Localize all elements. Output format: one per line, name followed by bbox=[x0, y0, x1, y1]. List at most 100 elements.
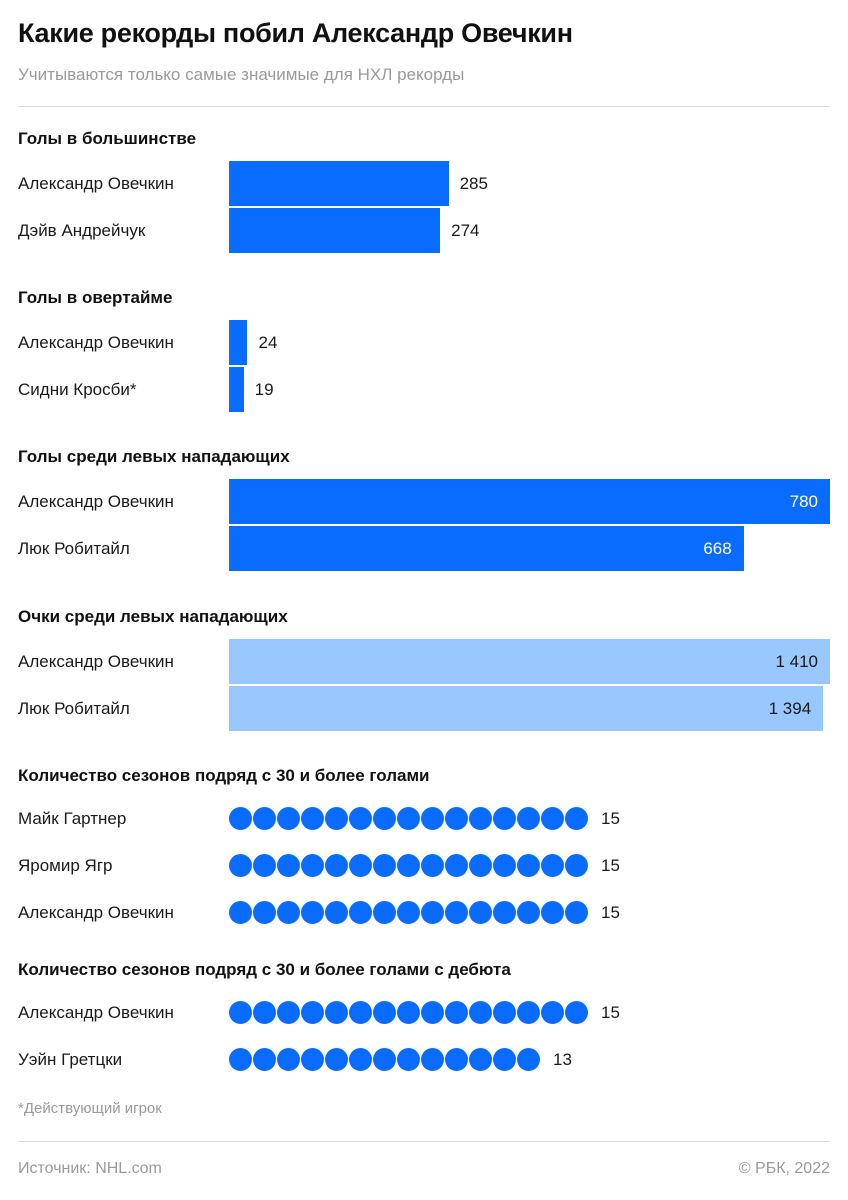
season-dot bbox=[421, 1001, 444, 1024]
season-dot bbox=[469, 1048, 492, 1071]
season-dot bbox=[421, 854, 444, 877]
season-dot bbox=[373, 1048, 396, 1071]
chart-title: Количество сезонов подряд с 30 и более г… bbox=[18, 766, 430, 785]
season-dot bbox=[229, 1001, 252, 1024]
chart-title: Количество сезонов подряд с 30 и более г… bbox=[18, 960, 511, 979]
season-dot bbox=[277, 901, 300, 924]
season-dot bbox=[565, 807, 588, 830]
season-dot bbox=[541, 1001, 564, 1024]
season-dot bbox=[469, 1001, 492, 1024]
page-subtitle: Учитываются только самые значимые для НХ… bbox=[18, 65, 465, 84]
row-label: Майк Гартнер bbox=[18, 809, 127, 828]
season-dot bbox=[541, 854, 564, 877]
footnote: *Действующий игрок bbox=[18, 1100, 162, 1117]
data-label: 285 bbox=[459, 174, 488, 193]
season-dot bbox=[397, 1001, 420, 1024]
season-dot bbox=[349, 1001, 372, 1024]
season-dot bbox=[253, 1048, 276, 1071]
row-label: Александр Овечкин bbox=[18, 492, 174, 511]
bar bbox=[229, 479, 830, 524]
season-dot bbox=[493, 901, 516, 924]
data-label: 24 bbox=[258, 333, 278, 352]
bar bbox=[229, 526, 744, 571]
row-label: Александр Овечкин bbox=[18, 652, 174, 671]
season-dot bbox=[565, 1001, 588, 1024]
season-dot bbox=[469, 854, 492, 877]
season-dot bbox=[493, 1048, 516, 1071]
season-dot bbox=[325, 1048, 348, 1071]
season-dot bbox=[397, 901, 420, 924]
season-dot bbox=[493, 854, 516, 877]
season-dot bbox=[373, 901, 396, 924]
season-dot bbox=[253, 1001, 276, 1024]
data-label: 274 bbox=[451, 221, 480, 240]
season-dot bbox=[397, 1048, 420, 1071]
season-dot bbox=[493, 807, 516, 830]
page-title: Какие рекорды побил Александр Овечкин bbox=[18, 18, 573, 48]
bar bbox=[229, 367, 244, 412]
season-dot bbox=[565, 901, 588, 924]
season-dot bbox=[517, 1001, 540, 1024]
data-label: 13 bbox=[553, 1050, 572, 1069]
season-dot bbox=[373, 854, 396, 877]
season-dot bbox=[253, 807, 276, 830]
season-dot bbox=[277, 854, 300, 877]
season-dot bbox=[445, 807, 468, 830]
chart-title: Голы в овертайме bbox=[18, 288, 173, 307]
season-dot bbox=[469, 807, 492, 830]
row-label: Люк Робитайл bbox=[18, 699, 130, 718]
season-dot bbox=[277, 1001, 300, 1024]
bar bbox=[229, 208, 441, 253]
dot-row bbox=[229, 1001, 589, 1025]
season-dot bbox=[349, 901, 372, 924]
season-dot bbox=[301, 807, 324, 830]
bar bbox=[229, 686, 824, 731]
data-label: 15 bbox=[601, 856, 620, 875]
season-dot bbox=[277, 807, 300, 830]
season-dot bbox=[229, 1048, 252, 1071]
data-label: 15 bbox=[601, 809, 620, 828]
season-dot bbox=[349, 1048, 372, 1071]
chart-title: Очки среди левых нападающих bbox=[18, 607, 288, 626]
season-dot bbox=[325, 854, 348, 877]
bar bbox=[229, 639, 830, 684]
season-dot bbox=[349, 854, 372, 877]
data-label: 668 bbox=[703, 539, 732, 558]
data-label: 1 394 bbox=[768, 699, 812, 718]
row-label: Сидни Кросби* bbox=[18, 380, 137, 399]
season-dot bbox=[301, 901, 324, 924]
season-dot bbox=[373, 807, 396, 830]
season-dot bbox=[325, 901, 348, 924]
season-dot bbox=[565, 854, 588, 877]
season-dot bbox=[469, 901, 492, 924]
season-dot bbox=[445, 1001, 468, 1024]
season-dot bbox=[397, 807, 420, 830]
row-label: Александр Овечкин bbox=[18, 1003, 174, 1022]
season-dot bbox=[253, 901, 276, 924]
season-dot bbox=[301, 1001, 324, 1024]
dot-row bbox=[229, 901, 589, 925]
season-dot bbox=[397, 854, 420, 877]
season-dot bbox=[421, 901, 444, 924]
season-dot bbox=[301, 1048, 324, 1071]
season-dot bbox=[373, 1001, 396, 1024]
row-label: Александр Овечкин bbox=[18, 903, 174, 922]
row-label: Александр Овечкин bbox=[18, 174, 174, 193]
dot-row bbox=[229, 854, 589, 878]
source-note: Источник: NHL.com bbox=[18, 1160, 162, 1177]
season-dot bbox=[517, 854, 540, 877]
season-dot bbox=[517, 807, 540, 830]
chart-title: Голы в большинстве bbox=[18, 129, 197, 148]
row-label: Александр Овечкин bbox=[18, 333, 174, 352]
data-label: 19 bbox=[254, 380, 274, 399]
footer-divider bbox=[18, 1141, 830, 1142]
season-dot bbox=[277, 1048, 300, 1071]
season-dot bbox=[445, 854, 468, 877]
season-dot bbox=[301, 854, 324, 877]
season-dot bbox=[445, 901, 468, 924]
season-dot bbox=[517, 1048, 540, 1071]
season-dot bbox=[421, 807, 444, 830]
row-label: Яромир Ягр bbox=[18, 856, 113, 875]
season-dot bbox=[541, 901, 564, 924]
season-dot bbox=[253, 854, 276, 877]
